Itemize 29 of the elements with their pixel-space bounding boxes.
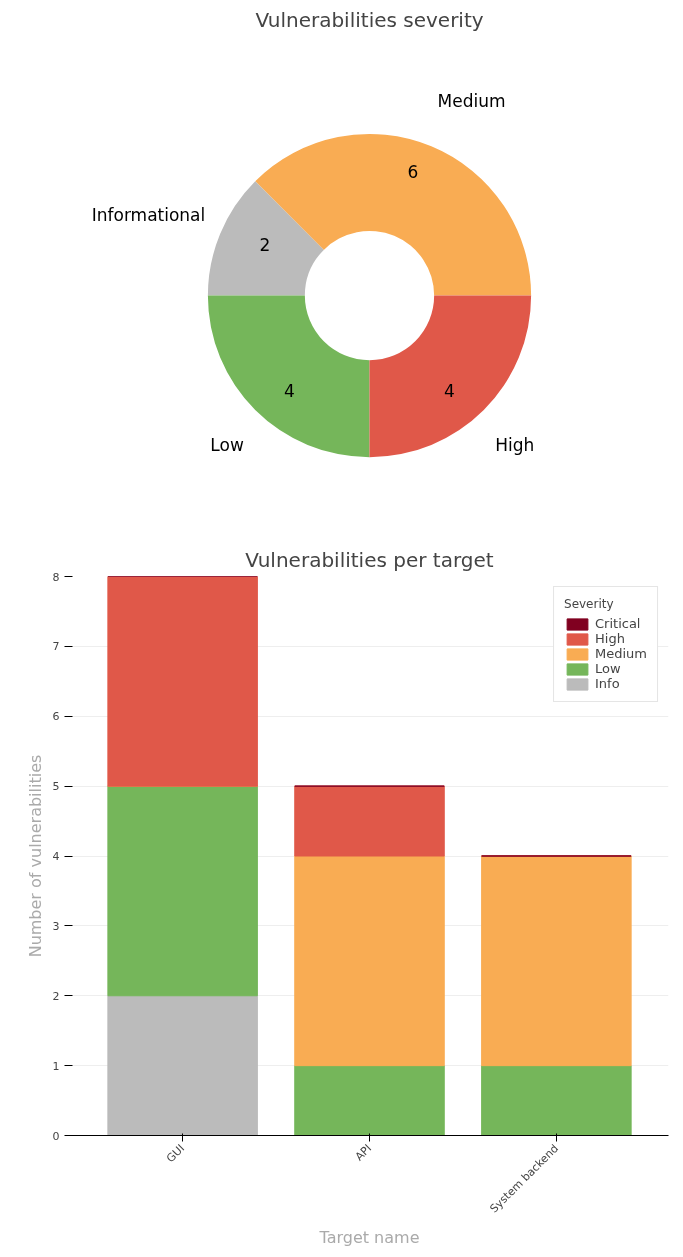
chart-title: Vulnerabilities per target [245,547,494,572]
y-tick-label: 3 [52,919,60,933]
y-tick-label: 2 [52,989,60,1003]
data-label: 4 [284,381,295,402]
data-label: 2 [259,234,271,255]
slice-label: Informational [91,204,206,225]
legend-label: Critical [595,616,641,631]
data-label: 4 [444,381,455,402]
legend-label: Low [595,661,621,676]
legend-label: High [595,631,625,646]
legend-label: Medium [595,646,647,661]
chart-title: Vulnerabilities severity [255,7,484,32]
legend-title: Severity [564,597,615,611]
y-tick-label: 0 [52,1129,60,1143]
y-tick-label: 1 [52,1059,60,1073]
slice-label: Low [210,434,244,455]
slice-label: Medium [437,90,506,111]
legend-label: Info [595,676,620,691]
x-tick-label: GUI [164,1141,188,1166]
y-axis-title: Number of vulnerabilities [25,754,45,958]
y-tick-label: 8 [52,570,60,584]
y-tick-label: 4 [52,850,60,863]
y-tick-label: 5 [52,780,60,794]
y-tick-label: 7 [52,640,60,654]
x-axis-title: Target name [318,1228,420,1248]
y-tick-label: 6 [52,710,60,724]
x-tick-label: API [352,1141,375,1164]
slice-label: High [495,434,535,455]
data-label: 6 [407,161,419,182]
